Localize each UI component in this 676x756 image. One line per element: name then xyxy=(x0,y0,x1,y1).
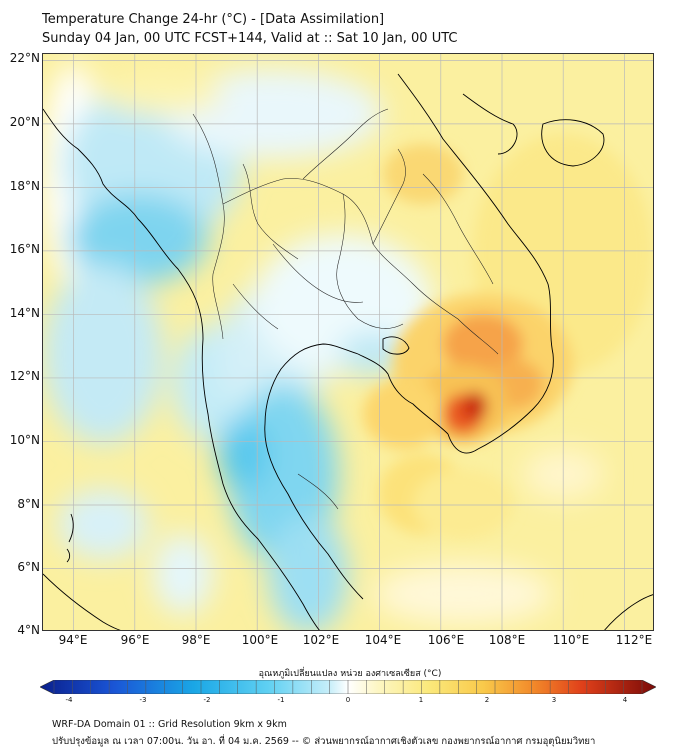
lon-label-94: 94°E xyxy=(58,633,88,647)
colorbar-label: อุณหภูมิเปลี่ยนแปลง หน่วย องศาเซลเซียส (… xyxy=(258,669,442,679)
lon-label-102: 102°E xyxy=(302,633,340,647)
colorbar xyxy=(40,680,656,694)
footer-domain-info: WRF-DA Domain 01 :: Grid Resolution 9km … xyxy=(52,719,287,730)
colorbar-tick-neg1: -1 xyxy=(277,696,285,704)
lon-label-108: 108°E xyxy=(488,633,526,647)
colorbar-tick-3: 3 xyxy=(551,696,557,704)
lon-label-98: 98°E xyxy=(181,633,211,647)
lat-label-20: 20°N xyxy=(9,115,40,129)
lon-label-96: 96°E xyxy=(120,633,150,647)
colorbar-tick-0: 0 xyxy=(345,696,351,704)
lat-label-12: 12°N xyxy=(9,369,40,383)
graticule xyxy=(43,54,653,630)
lat-label-14: 14°N xyxy=(9,306,40,320)
lat-label-16: 16°N xyxy=(9,242,40,256)
lat-label-18: 18°N xyxy=(9,179,40,193)
coastlines xyxy=(43,73,653,630)
lat-label-8: 8°N xyxy=(17,497,40,511)
country-borders xyxy=(192,108,499,510)
lon-label-100: 100°E xyxy=(241,633,279,647)
lat-label-6: 6°N xyxy=(17,560,40,574)
colorbar-tick-neg2: -2 xyxy=(203,696,211,704)
colorbar-tick-neg4: -4 xyxy=(65,696,73,704)
colorbar-tick-2: 2 xyxy=(484,696,490,704)
map-subtitle: Sunday 04 Jan, 00 UTC FCST+144, Valid at… xyxy=(42,31,458,46)
map-title: Temperature Change 24-hr (°C) - [Data As… xyxy=(42,12,385,27)
colorbar-tick-1: 1 xyxy=(418,696,424,704)
lon-label-110: 110°E xyxy=(552,633,590,647)
lon-label-112: 112°E xyxy=(615,633,653,647)
lon-label-104: 104°E xyxy=(364,633,402,647)
lat-label-4: 4°N xyxy=(17,623,40,637)
map-canvas xyxy=(43,54,653,630)
temperature-change-map xyxy=(42,53,654,631)
lat-label-22: 22°N xyxy=(9,51,40,65)
colorbar-tick-4: 4 xyxy=(622,696,628,704)
colorbar-tick-neg3: -3 xyxy=(139,696,147,704)
lat-label-10: 10°N xyxy=(9,433,40,447)
colorbar-ticks xyxy=(53,680,643,694)
footer-credit: ปรับปรุงข้อมูล ณ เวลา 07:00น. วัน อา. ที… xyxy=(52,736,596,747)
lon-label-106: 106°E xyxy=(427,633,465,647)
